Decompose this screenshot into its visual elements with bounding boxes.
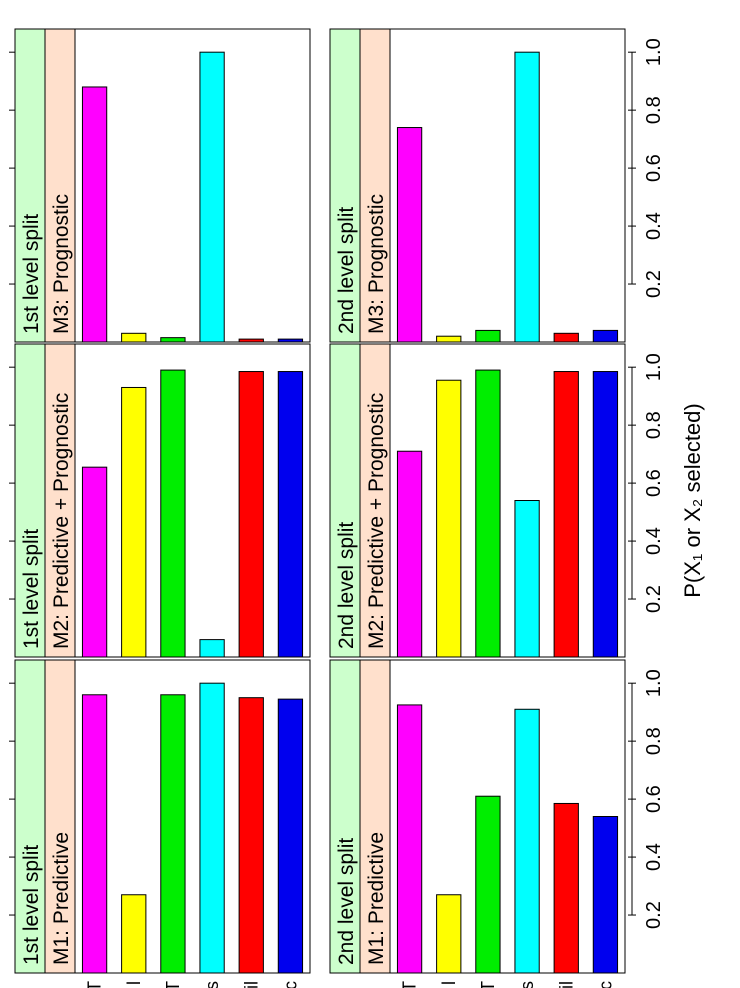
x-tick-label: 0.8 <box>643 411 665 439</box>
strip-level-label: 2nd level split <box>335 522 358 649</box>
y-tick-label: l <box>124 981 144 985</box>
x-tick-label: 0.4 <box>643 212 665 240</box>
bar <box>553 332 579 343</box>
bar <box>436 335 462 343</box>
y-tick-label: T <box>478 981 498 988</box>
y-tick-label: c <box>595 981 615 988</box>
bar <box>436 894 462 974</box>
x-tick-label: 0.2 <box>643 585 665 613</box>
bar <box>592 816 619 974</box>
strip-level-label: 1st level split <box>20 529 43 649</box>
strip-level-label: 1st level split <box>20 214 43 334</box>
bar <box>475 369 501 658</box>
bar <box>121 332 147 343</box>
bar <box>121 894 147 974</box>
bar <box>436 379 462 658</box>
bar <box>475 795 501 974</box>
x-tick-label: 0.6 <box>643 154 665 182</box>
bar <box>81 86 108 343</box>
bar <box>553 371 579 658</box>
x-tick-label: 1.0 <box>643 669 665 697</box>
y-tick-label: T <box>163 981 183 988</box>
panel-border <box>74 28 311 343</box>
strip-model-label: M3: Prognostic <box>50 194 73 334</box>
x-tick-label: 0.6 <box>643 785 665 813</box>
strip-model-label: M1: Predictive <box>365 832 388 965</box>
y-tick-label: s <box>202 981 222 988</box>
x-tick-label: 0.4 <box>643 843 665 871</box>
x-tick-label: 0.8 <box>643 96 665 124</box>
panel-border <box>74 659 311 974</box>
y-tick-label: s <box>517 981 537 988</box>
bar <box>199 51 225 343</box>
y-tick-label: il <box>556 981 576 988</box>
strip-model-label: M3: Prognostic <box>365 194 388 334</box>
x-tick-label: 0.2 <box>643 901 665 929</box>
bar <box>592 329 619 343</box>
bar <box>396 704 423 974</box>
strip-model-label: M2: Predictive + Prognostic <box>365 393 388 649</box>
bar <box>199 682 225 974</box>
bar <box>277 698 304 974</box>
bar <box>553 802 579 974</box>
bar <box>592 371 619 658</box>
x-tick-label: 1.0 <box>643 38 665 66</box>
bar <box>514 500 540 658</box>
bar <box>160 369 186 658</box>
x-tick-label: 0.4 <box>643 527 665 555</box>
strip-level-label: 2nd level split <box>335 838 358 965</box>
y-tick-label: c <box>280 981 300 988</box>
x-tick-label: 0.2 <box>643 270 665 298</box>
panel-border <box>389 343 626 658</box>
bar <box>160 694 186 974</box>
x-tick-label: 0.6 <box>643 469 665 497</box>
strip-model-label: M2: Predictive + Prognostic <box>50 393 73 649</box>
bar <box>277 338 304 343</box>
bar <box>514 708 540 974</box>
bar <box>238 338 264 343</box>
bar <box>238 697 264 974</box>
strip-model-label: M1: Predictive <box>50 832 73 965</box>
bar <box>238 371 264 658</box>
bar <box>81 694 108 974</box>
panel-border <box>389 28 626 343</box>
bar <box>199 639 225 658</box>
bar <box>81 466 108 658</box>
x-tick-label: 0.8 <box>643 727 665 755</box>
bar <box>121 386 147 658</box>
y-tick-label: l <box>439 981 459 985</box>
bar <box>277 371 304 658</box>
panel-border <box>389 659 626 974</box>
bar <box>160 337 186 343</box>
bar <box>396 450 423 658</box>
bar <box>475 329 501 343</box>
panel-border <box>74 343 311 658</box>
strip-level-label: 1st level split <box>20 845 43 965</box>
y-tick-label: T <box>85 981 105 988</box>
y-tick-label: T <box>400 981 420 988</box>
common-x-axis-label: P(X₁ or X₂ selected) <box>680 403 705 597</box>
bar <box>396 127 423 343</box>
x-tick-label: 1.0 <box>643 353 665 381</box>
bar <box>514 51 540 343</box>
y-tick-label: il <box>241 981 261 988</box>
strip-level-label: 2nd level split <box>335 207 358 334</box>
